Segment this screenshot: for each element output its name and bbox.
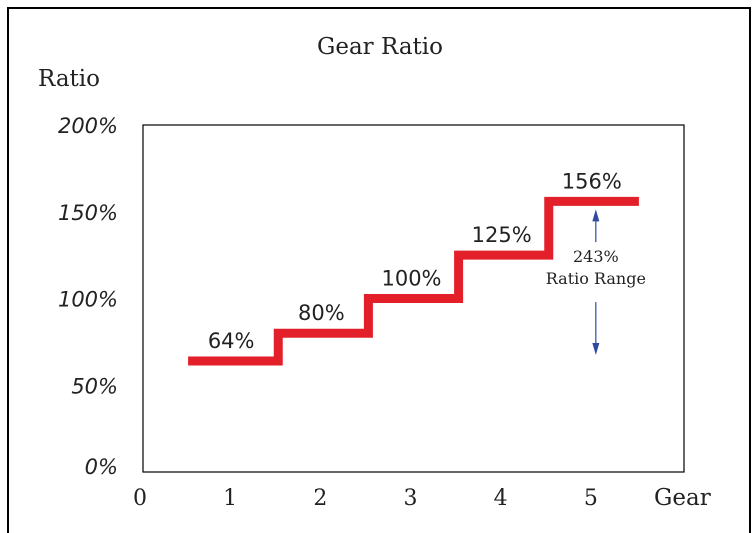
- y-tick-label: 100%: [58, 288, 118, 312]
- x-axis-label: Gear: [654, 485, 711, 511]
- y-tick-label: 150%: [58, 201, 118, 225]
- y-tick-label: 50%: [71, 374, 118, 398]
- data-label: 125%: [472, 223, 532, 247]
- data-label: 80%: [298, 301, 345, 325]
- data-label: 156%: [562, 169, 622, 193]
- x-tick-label: 3: [404, 486, 418, 511]
- x-tick-label: 2: [313, 486, 327, 511]
- y-axis-label: Ratio: [38, 66, 100, 92]
- y-tick-label: 200%: [58, 114, 118, 138]
- range-arrow-up-head: [592, 209, 600, 222]
- data-label: 64%: [208, 329, 255, 353]
- gear-ratio-step-line: [188, 196, 639, 366]
- chart-title: Gear Ratio: [317, 34, 443, 60]
- y-tick-label: 0%: [85, 455, 118, 479]
- data-label: 100%: [381, 267, 441, 291]
- range-arrow-down-head: [592, 342, 600, 355]
- x-tick-label: 5: [584, 486, 598, 511]
- range-text-label: Ratio Range: [546, 269, 646, 288]
- x-tick-label: 4: [494, 486, 508, 511]
- x-tick-label: 0: [133, 486, 147, 511]
- range-value-label: 243%: [573, 247, 619, 266]
- outer-frame: [7, 7, 751, 533]
- x-tick-label: 1: [223, 486, 237, 511]
